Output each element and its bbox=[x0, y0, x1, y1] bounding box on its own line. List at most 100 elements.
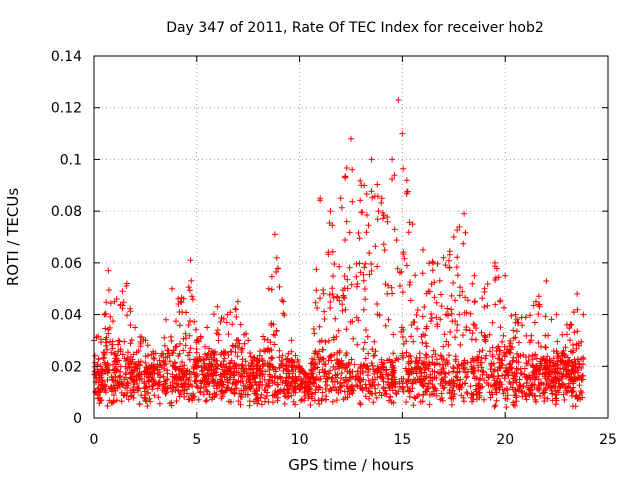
data-point bbox=[176, 350, 183, 357]
data-point bbox=[102, 325, 109, 332]
data-point bbox=[570, 342, 576, 348]
data-point bbox=[363, 212, 370, 218]
data-point bbox=[353, 314, 360, 321]
data-point bbox=[413, 354, 420, 361]
data-point bbox=[321, 373, 328, 380]
data-point bbox=[486, 348, 493, 355]
data-point bbox=[123, 280, 130, 287]
data-point bbox=[328, 352, 335, 359]
data-point bbox=[400, 165, 407, 172]
data-point bbox=[341, 295, 348, 302]
data-point bbox=[399, 383, 406, 390]
data-point bbox=[107, 385, 114, 392]
data-point bbox=[527, 376, 534, 382]
data-point bbox=[469, 280, 476, 287]
data-point bbox=[173, 398, 180, 404]
data-point bbox=[346, 229, 353, 236]
data-point bbox=[539, 370, 546, 377]
data-point bbox=[288, 337, 295, 344]
data-point bbox=[184, 367, 191, 374]
data-point bbox=[487, 394, 494, 401]
data-point bbox=[188, 277, 195, 284]
data-point bbox=[374, 311, 381, 318]
data-point bbox=[258, 356, 265, 362]
data-point bbox=[403, 399, 410, 405]
data-point bbox=[368, 156, 375, 163]
data-point bbox=[533, 398, 539, 405]
data-point bbox=[560, 360, 567, 367]
data-point bbox=[223, 387, 230, 393]
data-point bbox=[200, 391, 207, 398]
data-point bbox=[574, 328, 581, 335]
data-point bbox=[191, 318, 198, 325]
data-point bbox=[137, 358, 144, 365]
data-point bbox=[544, 395, 551, 402]
data-point bbox=[502, 395, 509, 402]
x-axis-label: GPS time / hours bbox=[288, 456, 414, 474]
data-point bbox=[535, 293, 542, 300]
data-point bbox=[128, 393, 134, 400]
data-point bbox=[309, 370, 316, 377]
data-point bbox=[411, 394, 418, 401]
data-point bbox=[211, 370, 217, 377]
data-point bbox=[408, 322, 415, 328]
data-point bbox=[136, 385, 142, 392]
data-point bbox=[369, 376, 376, 383]
data-point bbox=[471, 375, 478, 382]
data-point bbox=[327, 299, 334, 305]
y-tick-label: 0.08 bbox=[51, 204, 82, 220]
data-point bbox=[489, 372, 496, 379]
data-point bbox=[335, 327, 342, 334]
data-point bbox=[164, 347, 171, 354]
data-point bbox=[161, 334, 168, 341]
data-point bbox=[176, 309, 183, 315]
data-point bbox=[427, 371, 434, 378]
data-point bbox=[96, 400, 103, 407]
data-point bbox=[181, 371, 188, 378]
data-point bbox=[531, 367, 538, 374]
data-point bbox=[237, 371, 243, 378]
data-point bbox=[401, 255, 408, 262]
y-tick-label: 0.02 bbox=[51, 359, 82, 375]
data-point bbox=[356, 260, 363, 267]
data-point bbox=[99, 368, 106, 375]
data-point bbox=[500, 390, 507, 397]
data-point bbox=[167, 333, 174, 340]
data-point bbox=[369, 390, 376, 397]
data-point bbox=[400, 251, 407, 258]
data-point bbox=[371, 370, 378, 377]
data-point bbox=[520, 351, 527, 358]
data-point bbox=[278, 360, 284, 367]
data-point bbox=[368, 261, 375, 267]
data-point bbox=[450, 234, 457, 240]
data-point bbox=[119, 288, 126, 295]
data-point bbox=[198, 380, 205, 387]
data-point bbox=[362, 355, 369, 362]
data-point bbox=[362, 296, 369, 303]
data-point bbox=[532, 393, 539, 400]
data-point bbox=[231, 372, 238, 378]
data-point bbox=[364, 333, 371, 340]
data-point bbox=[120, 299, 127, 306]
data-point bbox=[334, 293, 340, 300]
data-point bbox=[388, 284, 395, 291]
x-tick-label: 15 bbox=[393, 432, 411, 448]
data-point bbox=[547, 359, 554, 366]
data-point bbox=[224, 374, 230, 381]
data-point bbox=[452, 373, 459, 380]
data-point bbox=[156, 400, 163, 407]
data-point bbox=[146, 362, 152, 369]
data-point bbox=[487, 366, 494, 373]
data-point bbox=[497, 379, 504, 385]
data-point bbox=[166, 358, 173, 365]
data-point bbox=[254, 400, 261, 407]
data-point bbox=[117, 301, 124, 308]
data-point bbox=[223, 319, 230, 326]
data-point bbox=[446, 352, 452, 359]
data-point bbox=[286, 373, 293, 380]
data-point bbox=[269, 355, 276, 361]
data-point bbox=[468, 363, 475, 370]
data-point bbox=[375, 365, 382, 372]
data-point bbox=[189, 296, 196, 303]
data-point bbox=[463, 326, 470, 333]
